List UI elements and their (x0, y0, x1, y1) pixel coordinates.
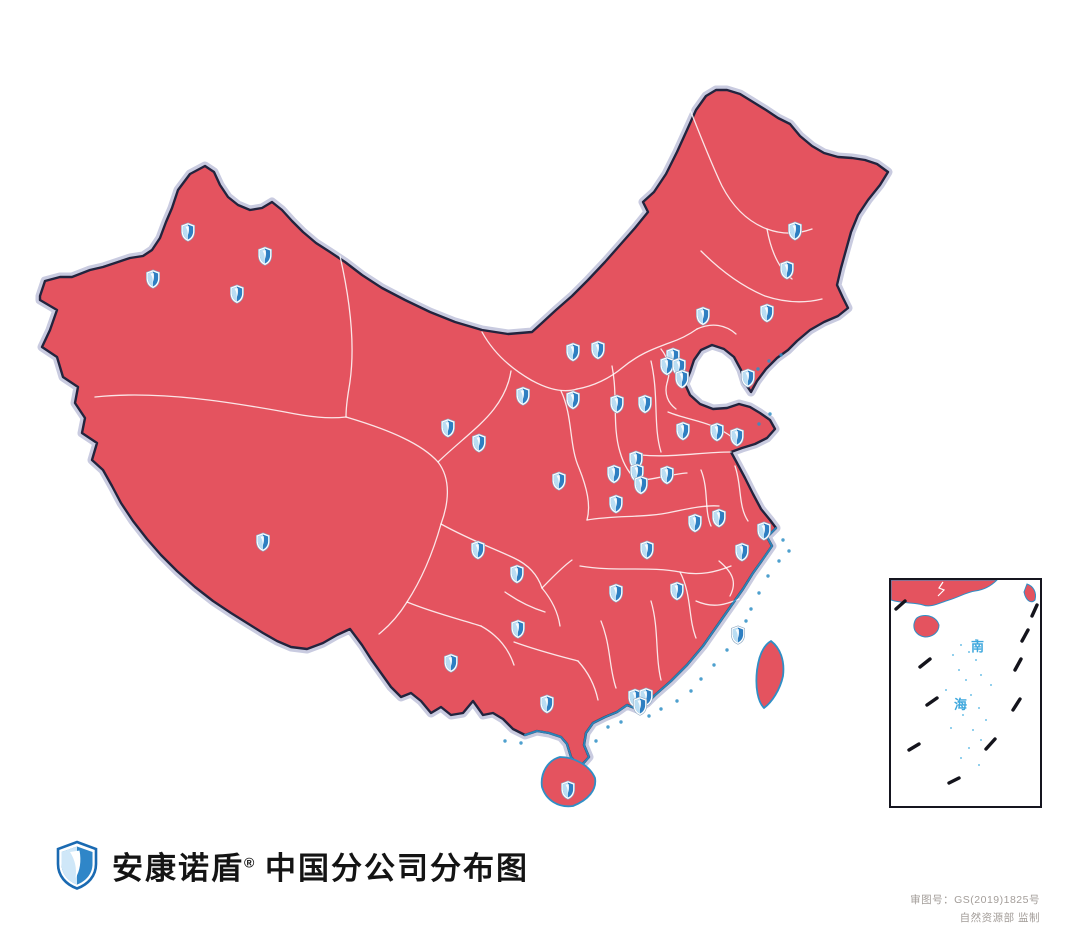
brand-shield-icon (56, 840, 98, 890)
inset-taiwan (1023, 583, 1036, 603)
sea-label-hai: 海 (954, 697, 967, 713)
producer-note: 自然资源部 监制 (959, 911, 1040, 924)
taiwan-island (755, 640, 785, 709)
map-title-text: 中国分公司分布图 (264, 850, 529, 886)
map-legend: 安康诺盾® 中国分公司分布图 (54, 840, 529, 890)
brand-name: 安康诺盾 (112, 850, 244, 886)
map-title: 安康诺盾® 中国分公司分布图 (112, 843, 529, 888)
shield-icon (730, 625, 746, 645)
inset-islands (945, 639, 992, 766)
registered-trademark: ® (244, 854, 255, 871)
sea-label-nan: 南 (971, 639, 984, 655)
map-license-note: 审图号：GS(2019)1825号 自然资源部 监制 (910, 892, 1040, 928)
south-china-sea-inset: 南 海 (889, 578, 1042, 808)
nine-dash-line (894, 599, 1039, 785)
approval-number: 审图号：GS(2019)1825号 (910, 894, 1040, 906)
coastal-islands (503, 353, 791, 745)
inset-mainland (891, 580, 998, 607)
southeast-coastline (524, 527, 777, 768)
inset-hainan (913, 615, 940, 638)
